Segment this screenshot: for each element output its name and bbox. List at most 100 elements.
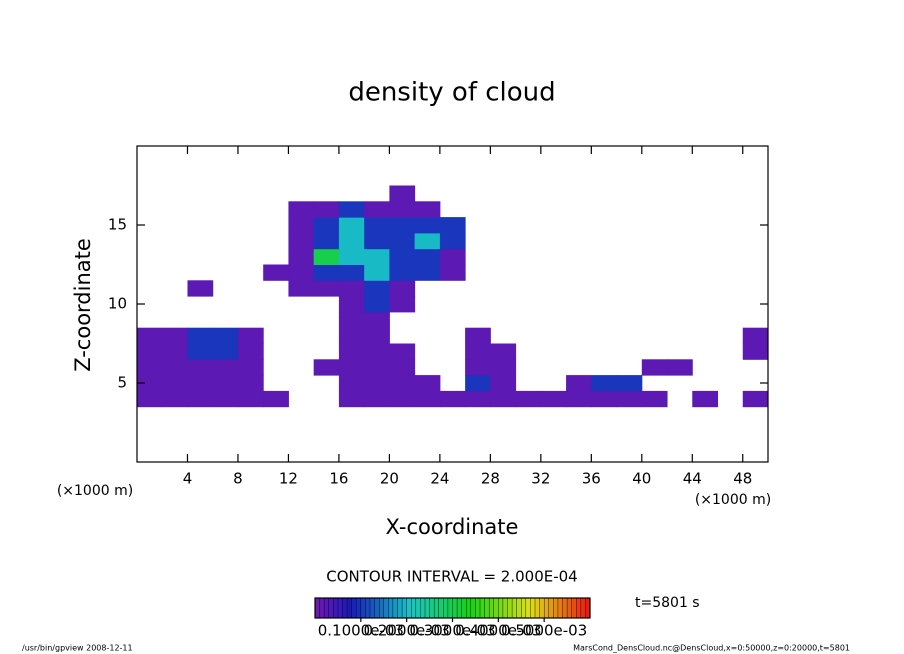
colorbar-segment	[470, 597, 476, 619]
contour-cell	[642, 280, 668, 296]
contour-cell	[667, 328, 693, 344]
contour-cell	[440, 375, 466, 391]
contour-cell	[314, 312, 340, 328]
contour-cell	[667, 265, 693, 281]
colorbar-segment	[342, 597, 348, 619]
contour-cell	[415, 312, 441, 328]
contour-cell	[718, 359, 744, 375]
contour-cell	[465, 265, 491, 281]
contour-cell	[162, 186, 188, 202]
colorbar-segment	[511, 597, 518, 619]
contour-cell	[490, 249, 516, 265]
contour-cell	[364, 248, 390, 265]
contour-cell	[692, 390, 719, 408]
contour-cell	[263, 201, 289, 217]
contour-cell	[263, 217, 289, 233]
contour-cell	[415, 359, 441, 375]
contour-cell	[162, 343, 188, 360]
contour-cell	[364, 201, 390, 218]
contour-cell	[137, 280, 163, 296]
contour-cell	[591, 265, 617, 281]
contour-cell	[516, 296, 542, 312]
contour-cell	[742, 343, 769, 360]
colorbar-segment	[484, 597, 490, 619]
colorbar-segment	[461, 597, 467, 619]
contour-cell	[718, 375, 744, 391]
contour-cell	[389, 375, 416, 392]
contour-cell	[566, 359, 592, 375]
contour-cell	[162, 249, 188, 265]
colorbar-segment	[356, 597, 362, 619]
contour-cell	[364, 375, 390, 392]
contour-cell	[641, 359, 668, 376]
contour-cell	[465, 280, 491, 296]
contour-cell	[414, 217, 441, 234]
contour-cell	[187, 296, 213, 312]
contour-cell	[389, 185, 416, 202]
contour-cell	[692, 217, 718, 233]
contour-cell	[516, 328, 542, 344]
contour-cell	[591, 280, 617, 296]
contour-cell	[288, 391, 314, 407]
colorbar-segment	[392, 597, 398, 619]
contour-cell	[566, 217, 592, 233]
contour-cell	[313, 201, 340, 218]
contour-cell	[642, 217, 668, 233]
contour-cell	[212, 327, 239, 344]
contour-cell	[692, 359, 718, 375]
contour-cell	[238, 296, 264, 312]
contour-cell	[566, 233, 592, 249]
x-tick-label: 24	[430, 470, 449, 488]
contour-cell	[364, 390, 390, 408]
contour-cell	[162, 359, 188, 376]
x-tick-label: 4	[183, 470, 193, 488]
contour-cell	[364, 186, 390, 202]
contour-cell	[162, 201, 188, 217]
contour-cell	[338, 248, 365, 265]
colorbar-segment	[479, 597, 486, 619]
contour-cell	[162, 312, 188, 328]
contour-cell	[566, 265, 592, 281]
contour-cell	[541, 233, 567, 249]
colorbar-tick-label: 0.3000e-03	[409, 622, 495, 640]
colorbar-segment	[498, 597, 504, 619]
contour-cell	[440, 280, 466, 296]
x-axis-label: X-coordinate	[386, 515, 519, 539]
contour-cell	[238, 265, 264, 281]
colorbar-segment	[397, 597, 403, 619]
contour-cell	[591, 375, 618, 392]
contour-cell	[187, 201, 213, 217]
contour-cell	[288, 232, 315, 250]
contour-cell	[642, 375, 668, 391]
contour-cell	[743, 186, 769, 202]
colorbar-segment	[456, 597, 463, 619]
colorbar-segment	[507, 597, 513, 619]
contour-cell	[566, 312, 592, 328]
contour-cell	[313, 217, 340, 234]
contour-cell	[667, 201, 693, 217]
contour-cell	[237, 390, 264, 408]
contour-cell	[238, 280, 264, 296]
colorbar-segment	[543, 597, 550, 619]
contour-cell	[541, 265, 567, 281]
contour-cell	[718, 201, 744, 217]
contour-cell	[667, 296, 693, 312]
contour-cell	[541, 186, 567, 202]
contour-cell	[187, 186, 213, 202]
contour-cell	[465, 217, 491, 233]
contour-cell	[566, 296, 592, 312]
contour-cell	[162, 265, 188, 281]
contour-cell	[389, 343, 416, 360]
contour-cell	[465, 201, 491, 217]
contour-cell	[642, 265, 668, 281]
contour-cell	[137, 359, 163, 376]
contour-cell	[490, 375, 517, 392]
contour-cell	[415, 328, 441, 344]
colorbar-segment	[337, 597, 343, 619]
contour-cell	[162, 296, 188, 312]
contour-cell	[591, 249, 617, 265]
contour-cell	[162, 327, 188, 344]
contour-cell	[389, 201, 416, 218]
contour-cell	[541, 296, 567, 312]
